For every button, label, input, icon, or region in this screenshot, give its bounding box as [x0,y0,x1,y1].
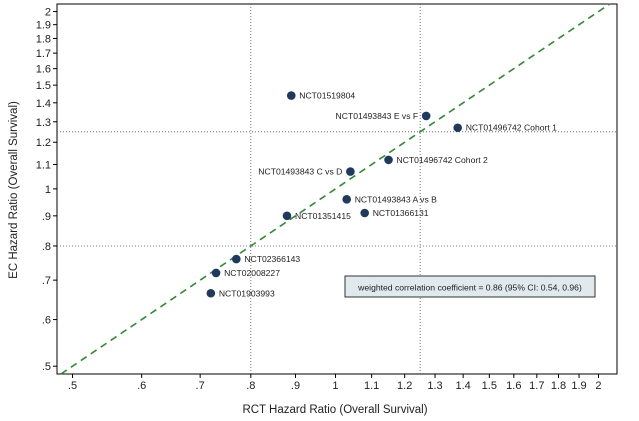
x-tick-label: 1.8 [551,380,566,392]
data-point [342,195,352,204]
data-point-label: NCT01493843 C vs D [258,167,342,177]
x-tick-label: 1.4 [456,380,471,392]
data-point-label: NCT01366131 [373,208,429,218]
y-tick-label: .8 [42,241,51,253]
data-point [206,288,216,298]
data-point-label: NCT02366143 [244,254,300,264]
correlation-annotation: weighted correlation coefficient = 0.86 … [344,275,596,298]
y-tick-label: .6 [42,315,51,327]
x-tick-label: 1.9 [571,380,586,392]
data-point-label: NCT02008227 [224,268,280,278]
plot-area [56,3,618,375]
x-axis: .5 .6 .7 .8 .9 1 1.1 1.2 1.3 1.4 1.5 1.6 1.7 1.8 1.9 2 [68,374,602,392]
x-tick-label: 1.5 [482,380,497,392]
reference-lines [57,4,617,374]
x-tick-label: .8 [246,380,255,392]
x-tick-label: .6 [137,380,146,392]
x-tick-label: 2 [595,380,601,392]
x-axis-title: RCT Hazard Ratio (Overall Survival) [242,404,427,416]
x-tick-label: .5 [68,380,77,392]
data-point [360,208,369,218]
data-point [232,254,241,264]
data-points: NCT01519804 NCT01493843 E vs F NCT01496742… [206,91,557,298]
y-tick-label: 1.2 [36,137,51,149]
x-tick-label: 1 [332,380,338,392]
data-point-label: NCT01493843 E vs F [336,111,419,121]
data-point [211,268,221,278]
data-point [286,91,296,100]
x-tick-label: 1.6 [506,380,521,392]
data-point-label: NCT01519804 [299,91,355,101]
x-tick-label: 1.7 [529,380,544,392]
x-tick-label: 1.2 [397,380,412,392]
y-tick-label: 1.4 [36,98,51,110]
data-point-label: NCT01493843 A vs B [355,194,437,204]
data-point-label: NCT01496742 Cohort 2 [397,155,488,165]
x-tick-label: 1.1 [364,380,379,392]
y-tick-label: 1.5 [36,80,51,92]
y-tick-label: .7 [42,275,51,287]
y-tick-label: 1.6 [36,64,51,76]
y-axis: .5 .6 .7 .8 .9 1 1.1 1.2 1.3 1.4 1.5 1.6 1.7 1.8 1.92 [36,7,57,373]
data-point-label: NCT01351415 [295,211,351,221]
y-tick-label: .5 [42,361,51,373]
y-tick-label: 1.9 [36,20,51,32]
y-tick-label: 1.1 [36,160,51,172]
data-point-label: NCT01496742 Cohort 1 [466,123,557,133]
data-point [346,167,355,176]
y-axis-title: EC Hazard Ratio (Overall Survival) [8,101,20,279]
y-tick-label: .9 [42,211,51,223]
data-point [282,211,292,221]
x-tick-label: 1.3 [427,380,442,392]
y-tick-label: 1.8 [36,34,51,46]
data-point [384,155,393,165]
y-tick-label: 1.3 [36,117,51,129]
y-tick-label: 2 [45,7,51,19]
x-tick-label: .7 [196,380,205,392]
identity-line [60,3,611,375]
data-point-label: NCT01903993 [219,288,275,298]
data-point [421,111,431,121]
plot-frame [56,3,618,375]
annotation-text: weighted correlation coefficient = 0.86 … [357,283,582,293]
y-tick-label: 1.7 [36,48,51,60]
data-point [453,123,462,133]
x-tick-label: .9 [291,380,300,392]
annotation-box [344,275,596,298]
y-tick-label: 1 [45,184,51,196]
